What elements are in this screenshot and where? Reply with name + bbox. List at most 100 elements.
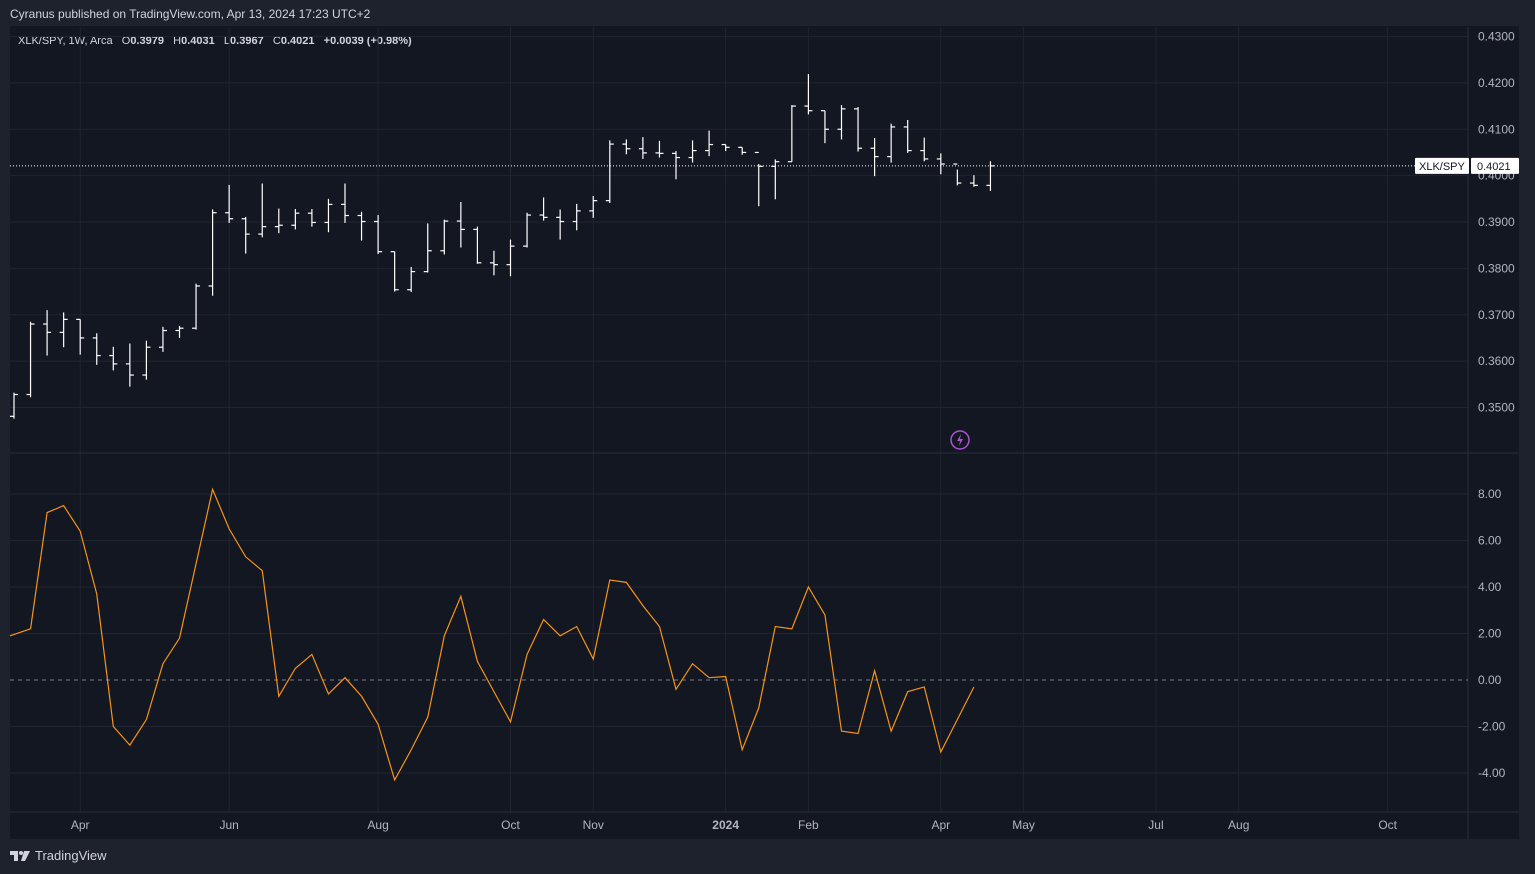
price-tick-label: 0.4200 [1478,76,1515,90]
ohlc-bar [523,212,532,248]
ohlc-bar [142,340,151,380]
ohlc-bar [274,208,283,234]
price-tick-label: 0.3700 [1478,308,1515,322]
price-tick-label: 0.3900 [1478,215,1515,229]
legend-close-value: 0.4021 [280,35,315,47]
ohlc-bar [837,105,846,140]
price-tag-value: 0.4021 [1477,161,1511,173]
ohlc-bar [887,123,896,163]
indicator-tick-label: 4.00 [1478,580,1502,594]
ohlc-bar [936,153,945,175]
ohlc-bar [192,283,201,330]
ohlc-bar [804,74,813,115]
legend-symbol: XLK/SPY, 1W, Arca [18,35,113,47]
ohlc-bar [638,137,647,159]
price-tag-value-box [1471,157,1519,174]
ohlc-bar [440,219,449,255]
time-axis-label: Apr [931,818,950,832]
ohlc-bar [241,216,250,254]
ohlc-bar [175,325,184,338]
price-tick-label: 0.4100 [1478,122,1515,136]
ohlc-bar [920,137,929,162]
ohlc-bar [771,159,780,200]
ohlc-bar [820,110,829,144]
ohlc-bar [622,139,631,155]
ohlc-bar [572,203,581,231]
ohlc-bar [158,326,167,352]
ohlc-bar [423,223,432,273]
time-axis-label: Aug [1228,818,1249,832]
ohlc-bar [754,151,763,207]
ohlc-bar [225,184,234,223]
legend-open-value: 0.3979 [130,35,164,47]
ohlc-bar [605,140,614,203]
indicator-tick-label: 2.00 [1478,627,1502,641]
ohlc-bar [291,209,300,230]
time-axis-label: May [1012,818,1035,832]
ohlc-bar [539,197,548,221]
ohlc-bar [854,106,863,152]
legend-low-value: 0.3967 [230,35,264,47]
ohlc-bar [341,183,349,223]
price-tick-label: 0.3600 [1478,354,1515,368]
ohlc-bar [92,333,101,365]
indicator-line [9,487,975,782]
price-tick-label: 0.4300 [1478,30,1515,44]
legend-open-label: O [121,35,131,47]
indicator-tick-label: 8.00 [1478,487,1502,501]
lightning-icon-circle [950,430,970,450]
legend-change: +0.0039 (+0.98%) [323,35,412,47]
time-axis-label: Feb [798,818,819,832]
indicator-tick-label: 6.00 [1478,534,1502,548]
ohlc-bar [324,198,333,233]
price-tag-symbol-box [1415,157,1469,174]
indicator-tick-label: -2.00 [1478,720,1506,734]
ohlc-bar [556,209,565,240]
ohlc-bar [473,226,482,264]
footer-brand: TradingView [35,848,107,863]
symbol-legend: XLK/SPY, 1W, Arca O0.3979 H0.4031 L0.396… [18,35,412,47]
lightning-icon [950,430,970,450]
ohlc-bar [43,310,52,356]
ohlc-bar [208,209,217,296]
ohlc-bar [738,146,747,155]
lightning-icon-bolt [957,434,963,446]
ohlc-bar [26,321,35,398]
ohlc-bar [357,211,366,241]
price-tick-label: 0.3800 [1478,261,1515,275]
ohlc-bar [672,151,680,180]
time-axis-label: Aug [367,818,388,832]
legend-close-label: C [272,35,281,47]
ohlc-bar [870,138,879,177]
ohlc-bar [59,312,68,348]
time-axis-label: Oct [501,818,520,832]
ohlc-bar [109,346,118,371]
legend-high-value: 0.4031 [181,35,215,47]
ohlc-bar [953,163,962,186]
ohlc-bar [705,130,714,157]
ohlc-bar [721,143,730,152]
ohlc-bar [258,183,267,238]
tradingview-logo-icon [10,850,30,861]
ohlc-bar [407,266,416,293]
time-axis-label: Jul [1148,818,1163,832]
chart-frame[interactable] [10,26,1519,839]
ohlc-bar [969,175,978,187]
footer: TradingView [10,848,107,863]
time-axis-label: Oct [1378,818,1397,832]
legend-high-label: H [173,35,182,47]
ohlc-bar [390,251,399,292]
ohlc-bar [903,119,912,153]
ohlc-bar [125,343,134,387]
ohlc-bar [307,209,316,227]
ohlc-bar [589,196,598,218]
time-axis-label: Jun [219,818,238,832]
ohlc-bar [76,318,85,355]
time-axis-label: Apr [71,818,90,832]
ohlc-bar [10,392,18,419]
ohlc-bar [506,239,515,277]
time-axis-label: Nov [583,818,604,832]
ohlc-bar [489,250,498,276]
price-tag-symbol: XLK/SPY [1419,161,1466,173]
